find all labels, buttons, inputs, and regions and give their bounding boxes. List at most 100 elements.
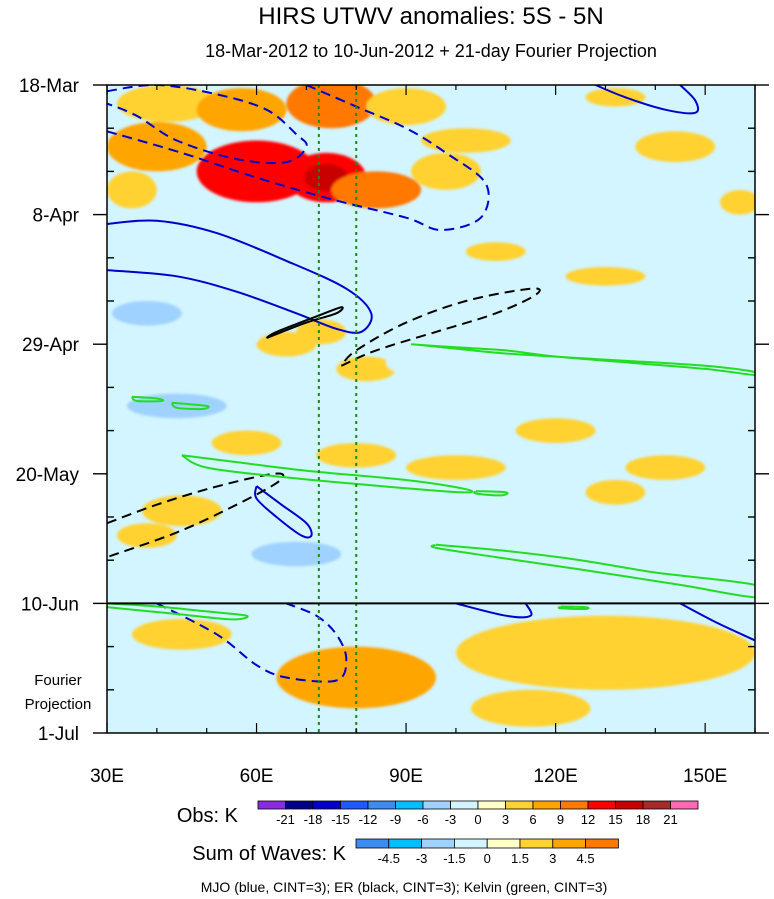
anomaly-blob-40 — [545, 581, 646, 601]
kelvin-contour-15 — [473, 490, 509, 497]
axis-ticks — [93, 84, 769, 734]
obs-legend-title: Obs: K — [177, 805, 239, 827]
y-tick-label-2: 29-Apr — [22, 335, 80, 356]
waves-legend-swatch-3 — [453, 838, 488, 849]
obs-legend-label-2: -15 — [331, 812, 350, 827]
y-tick-label-1: 8-Apr — [33, 206, 80, 227]
anomaly-blob-45 — [276, 646, 437, 709]
waves-legend-label-1: -3 — [416, 851, 428, 866]
waves-legend-label-3: 0 — [484, 851, 491, 866]
waves-legend-label-6: 4.5 — [577, 851, 595, 866]
obs-legend: Obs: K -21 -18 -15 -12 -9 -6 -3 0 3 6 9 12 15 18 21 — [177, 800, 699, 827]
obs-legend-label-11: 12 — [581, 812, 595, 827]
waves-legend: Sum of Waves: K -4.5 -3 -1.5 0 1.5 3 4.5 — [192, 838, 619, 866]
er-contour-9 — [340, 287, 541, 367]
obs-legend-swatch-1 — [285, 800, 314, 810]
plot-area — [93, 84, 769, 734]
obs-legend-swatch-14 — [642, 800, 671, 810]
kelvin-contour-14 — [181, 454, 474, 494]
anomaly-blob-12 — [720, 190, 755, 215]
anomaly-blob-0 — [117, 85, 217, 122]
y-tick-label-3: 20-May — [16, 465, 80, 486]
obs-legend-swatch-2 — [312, 800, 341, 810]
anomaly-core-7 — [351, 179, 401, 201]
anomaly-blob-22 — [256, 331, 317, 357]
y-axis-labels: 18-Mar 8-Apr 29-Apr 20-May 10-Jun 1-Jul — [16, 76, 80, 745]
obs-legend-swatch-4 — [367, 800, 396, 810]
anomaly-blob-44 — [132, 618, 232, 650]
anomaly-blob-25 — [645, 334, 745, 354]
mjo-contour-1 — [107, 85, 490, 231]
waves-legend-swatch-4 — [486, 838, 521, 849]
anomaly-blob-10 — [107, 171, 157, 209]
anomaly-blob-37 — [406, 504, 506, 530]
obs-legend-label-10: 9 — [557, 812, 564, 827]
anomaly-core-4 — [129, 133, 185, 161]
obs-legend-label-5: -6 — [417, 812, 429, 827]
mjo-contour-7 — [156, 602, 348, 683]
y-tick-label-0: 18-Mar — [19, 76, 80, 97]
anomaly-blob-28 — [211, 430, 282, 456]
obs-legend-swatch-6 — [422, 800, 451, 810]
waves-legend-swatch-0 — [355, 838, 390, 849]
anomaly-blob-35 — [251, 541, 342, 567]
anomaly-core-5 — [223, 154, 290, 189]
anomaly-blob-42 — [316, 566, 437, 591]
x-axis-labels: 30E 60E 90E 120E 150E — [90, 766, 727, 787]
y-tick-label-4: 10-Jun — [21, 594, 79, 615]
anomaly-blob-3 — [366, 88, 446, 126]
anomaly-blob-48 — [470, 689, 591, 727]
anomaly-field — [107, 85, 755, 727]
anomaly-blob-21 — [336, 356, 397, 382]
anomaly-blob-31 — [515, 418, 596, 443]
mjo-contour-6 — [679, 602, 755, 642]
mjo-contour-3 — [595, 85, 700, 115]
kelvin-contour-11 — [411, 343, 755, 377]
waves-legend-label-2: -1.5 — [443, 851, 465, 866]
anomaly-blob-33 — [141, 495, 222, 527]
anomaly-core-2 — [306, 89, 356, 118]
x-tick-label-0: 30E — [90, 766, 124, 787]
y-tick-label-5: 1-Jul — [38, 724, 79, 745]
mjo-contour-2 — [107, 219, 373, 334]
wave-caption: MJO (blue, CINT=3); ER (black, CINT=3); … — [201, 879, 608, 895]
kelvin-contour-13 — [170, 401, 210, 411]
waves-legend-label-4: 1.5 — [511, 851, 529, 866]
reference-longitude-lines — [317, 85, 358, 733]
obs-legend-label-12: 15 — [608, 812, 622, 827]
er-contour-10 — [107, 472, 285, 559]
kelvin-contour-17 — [107, 602, 249, 621]
wave-contours — [107, 85, 755, 683]
obs-legend-label-4: -9 — [390, 812, 402, 827]
mjo-contour-5 — [455, 602, 533, 619]
obs-legend-label-13: 18 — [636, 812, 650, 827]
obs-legend-label-3: -12 — [359, 812, 378, 827]
waves-legend-label-5: 3 — [549, 851, 556, 866]
obs-legend-label-14: 21 — [663, 812, 677, 827]
plot-frame — [106, 84, 756, 734]
anomaly-blob-13 — [585, 88, 646, 107]
obs-legend-swatch-3 — [340, 800, 369, 810]
waves-legend-label-0: -4.5 — [378, 851, 400, 866]
x-tick-label-2: 90E — [389, 766, 423, 787]
anomaly-blob-30 — [406, 455, 506, 480]
waves-legend-swatch-2 — [421, 838, 455, 849]
waves-legend-swatch-6 — [552, 838, 586, 849]
mjo-contour-4 — [254, 485, 313, 539]
anomaly-blob-29 — [316, 443, 397, 468]
x-tick-label-4: 150E — [683, 766, 727, 787]
x-tick-label-1: 60E — [240, 766, 274, 787]
anomaly-blob-27 — [465, 242, 526, 261]
anomaly-blob-38 — [470, 541, 561, 567]
obs-legend-label-1: -18 — [304, 812, 323, 827]
anomaly-blob-24 — [485, 356, 626, 382]
anomaly-blob-8 — [411, 152, 481, 190]
obs-legend-swatch-10 — [532, 800, 561, 810]
anomaly-blob-23 — [386, 347, 486, 379]
anomaly-blob-46 — [456, 615, 755, 690]
anomaly-blob-19 — [226, 371, 287, 391]
anomaly-blob-17 — [261, 236, 332, 255]
obs-legend-label-7: 0 — [474, 812, 481, 827]
waves-legend-swatch-7 — [585, 838, 619, 849]
